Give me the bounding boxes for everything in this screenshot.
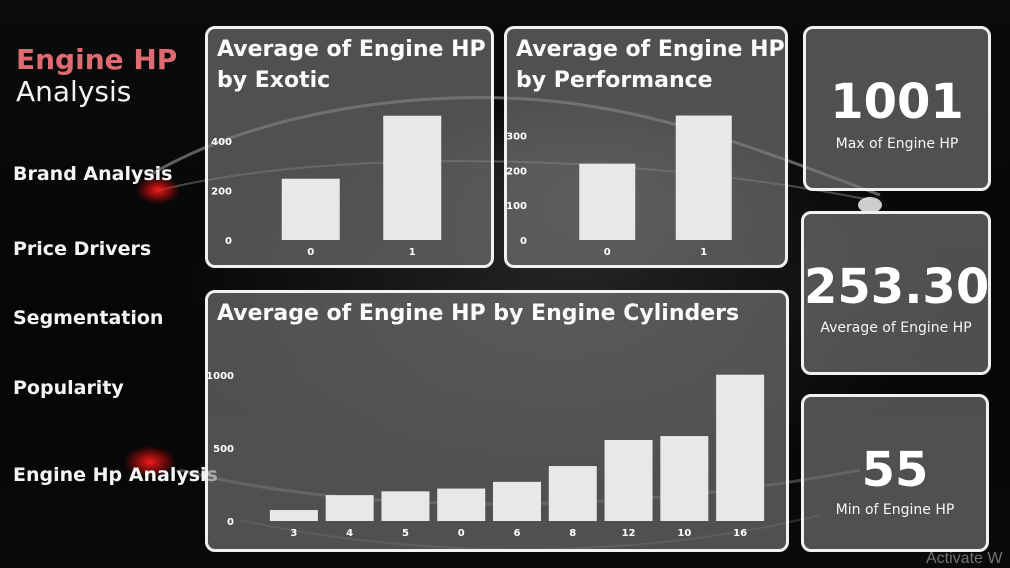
kpi-average-value: 253.30	[804, 259, 990, 315]
chart-performance-svg: 0 100 200 300 0 1	[507, 115, 732, 258]
kpi-card-min: 55 Min of Engine HP	[801, 394, 989, 552]
bar-0	[579, 163, 636, 240]
nav-price-drivers[interactable]: Price Drivers	[13, 238, 152, 260]
y-tick-label: 400	[211, 137, 232, 148]
kpi-average-label: Average of Engine HP	[820, 320, 972, 336]
kpi-max-label: Max of Engine HP	[835, 136, 959, 152]
bar-3	[269, 510, 318, 521]
x-tick-label: 8	[569, 528, 576, 539]
bar-6	[493, 481, 541, 521]
chart-title-performance: Average of Engine HP by Performance	[516, 37, 785, 93]
x-tick-label: 5	[402, 528, 409, 539]
bar-5	[381, 491, 430, 521]
nav-popularity[interactable]: Popularity	[13, 377, 124, 399]
kpi-card-max: 1001 Max of Engine HP	[803, 26, 991, 191]
chart-panel-exotic[interactable]: Average of Engine HP by Exotic 0 200 400 0 1	[205, 26, 494, 268]
chart-cylinders-svg: 0 500 1000 3 4 5 0 6 8 12 10 16	[208, 371, 765, 539]
kpi-card-average: 253.30 Average of Engine HP	[801, 211, 991, 375]
bar-0	[437, 488, 486, 521]
bar-1	[383, 115, 442, 240]
chart-panel-cylinders[interactable]: Average of Engine HP by Engine Cylinders…	[205, 290, 789, 552]
x-tick-label: 0	[604, 247, 611, 258]
x-tick-label: 10	[677, 528, 691, 539]
y-tick-label: 0	[225, 236, 232, 247]
chart-title-cylinders: Average of Engine HP by Engine Cylinders	[217, 301, 740, 326]
y-tick-label: 200	[507, 166, 527, 177]
x-tick-label: 3	[290, 528, 297, 539]
nav-segmentation[interactable]: Segmentation	[13, 307, 164, 329]
bar-16	[716, 374, 765, 521]
chart-title-exotic: Average of Engine HP by Exotic	[217, 37, 486, 93]
x-tick-label: 6	[514, 528, 521, 539]
bar-10	[660, 436, 709, 521]
x-tick-label: 0	[458, 528, 465, 539]
bar-0	[281, 178, 340, 240]
nav-engine-hp-analysis[interactable]: Engine Hp Analysis	[13, 464, 218, 486]
x-tick-label: 16	[733, 528, 747, 539]
x-tick-label: 1	[700, 247, 707, 258]
kpi-max-value: 1001	[830, 74, 964, 130]
page-title-rest: Analysis	[16, 75, 132, 109]
kpi-min-label: Min of Engine HP	[835, 502, 955, 518]
y-tick-label: 200	[211, 186, 232, 197]
y-tick-label: 300	[507, 131, 527, 142]
x-tick-label: 1	[409, 247, 416, 258]
activate-watermark: Activate W	[926, 550, 1003, 567]
bar-12	[604, 440, 653, 521]
x-tick-label: 12	[622, 528, 636, 539]
chart-panel-performance[interactable]: Average of Engine HP by Performance 0 100…	[504, 26, 788, 268]
kpi-min-value: 55	[861, 442, 929, 498]
y-tick-label: 0	[227, 517, 234, 528]
bar-4	[325, 495, 374, 521]
y-tick-label: 0	[520, 236, 527, 247]
bar-1	[675, 115, 732, 240]
x-tick-label: 0	[307, 247, 314, 258]
page-title: Engine HP Analysis	[16, 43, 178, 109]
bar-8	[548, 466, 597, 521]
x-tick-label: 4	[346, 528, 353, 539]
y-tick-label: 1000	[208, 371, 234, 382]
page-title-accent: Engine HP	[16, 43, 178, 76]
y-tick-label: 500	[213, 444, 234, 455]
chart-exotic-svg: 0 200 400 0 1	[211, 115, 442, 258]
y-tick-label: 100	[507, 201, 527, 212]
nav-brand-analysis[interactable]: Brand Analysis	[13, 163, 173, 185]
